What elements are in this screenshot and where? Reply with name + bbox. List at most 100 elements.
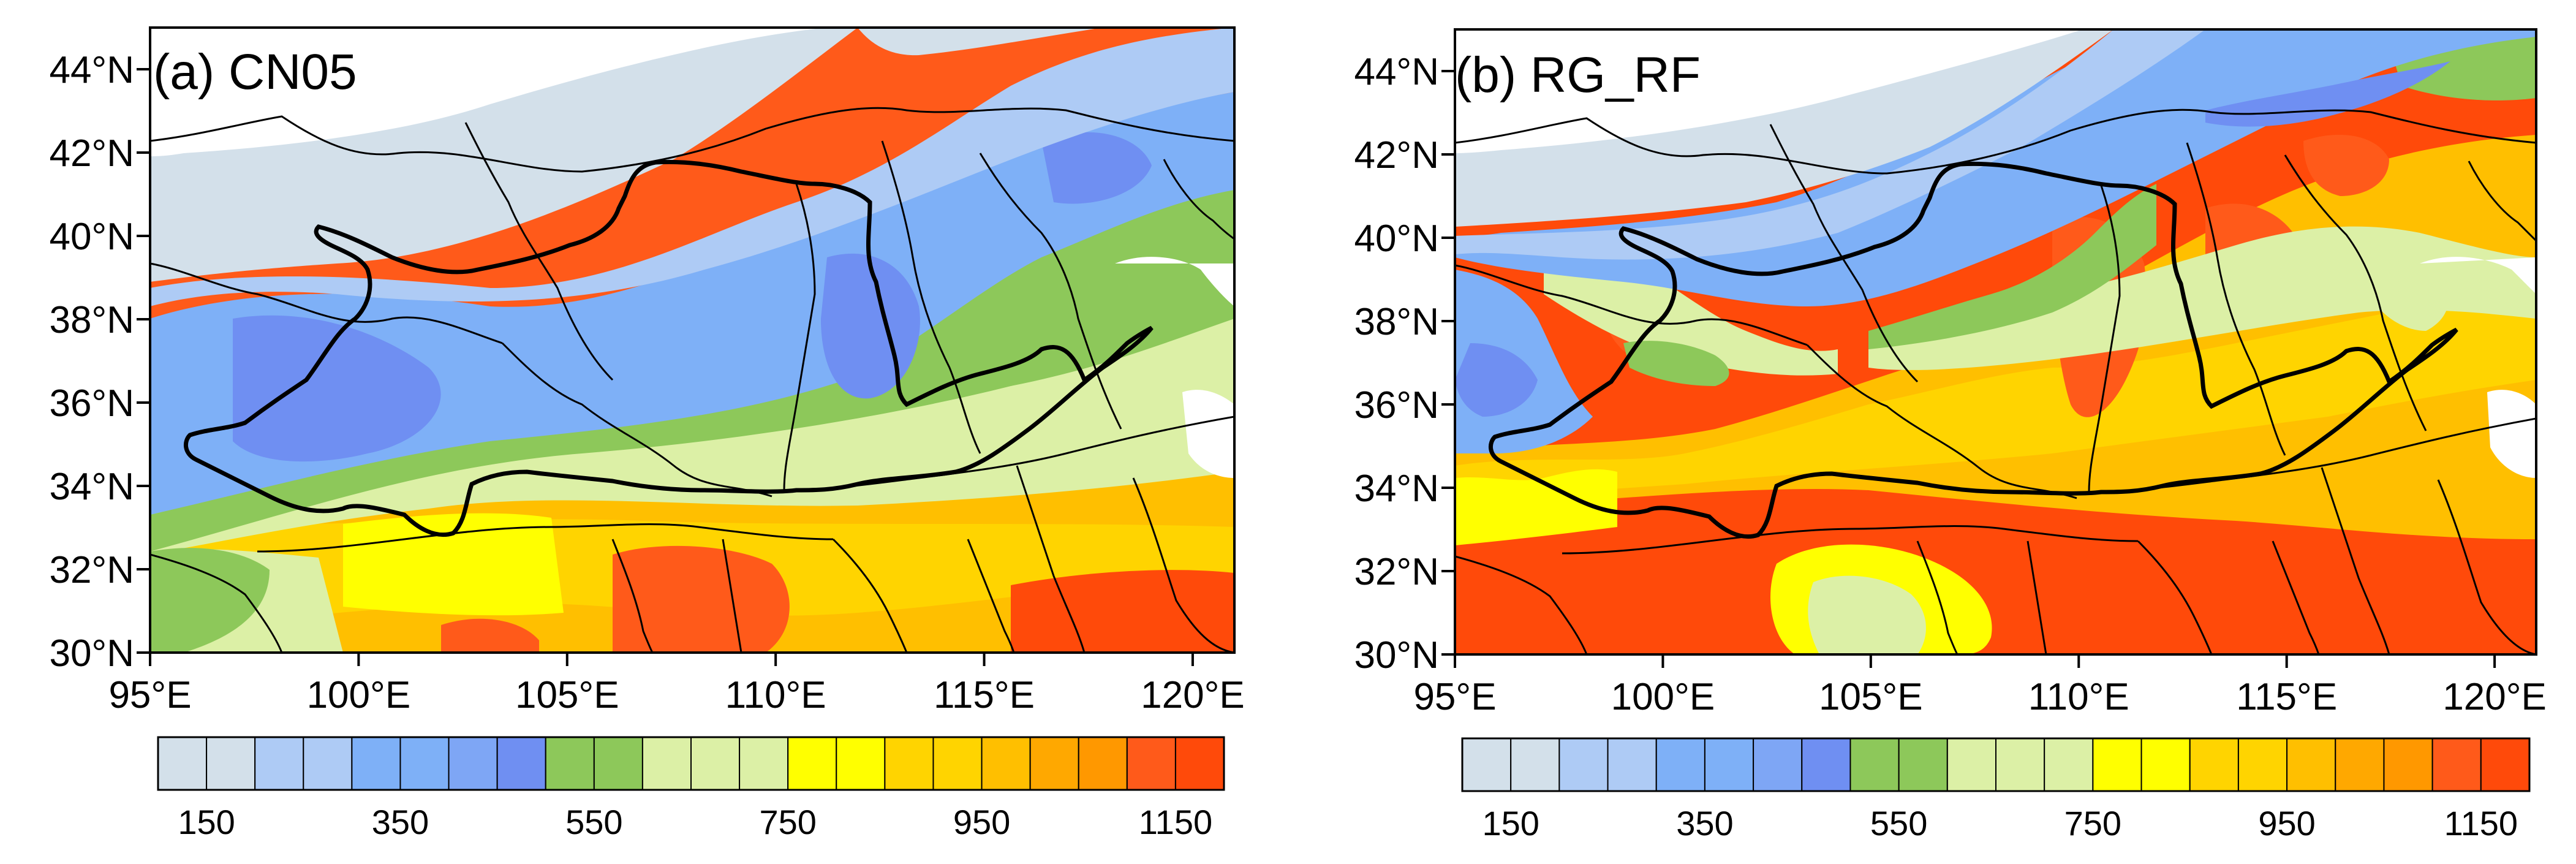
colorbar-swatch xyxy=(1995,738,2045,792)
lon-tick-label: 95°E xyxy=(1413,676,1496,718)
lat-tick-label: 32°N xyxy=(1354,551,1439,593)
lat-tick-label: 30°N xyxy=(49,632,134,675)
colorbar-frame xyxy=(157,736,1225,791)
colorbar-swatch xyxy=(1078,737,1128,790)
lon-tick-label: 115°E xyxy=(2236,676,2337,718)
lat-tick-label: 44°N xyxy=(49,49,134,91)
lon-tick-label: 105°E xyxy=(515,674,619,716)
colorbar-swatch xyxy=(2189,738,2239,792)
colorbar-label: 750 xyxy=(759,803,816,841)
colorbar-swatch xyxy=(303,737,353,790)
lat-tick-label: 40°N xyxy=(1354,218,1439,260)
colorbar-swatch xyxy=(1510,738,1560,792)
colorbar-label: 550 xyxy=(565,803,622,841)
panel-a-cn05: (a) CN05 95°E 100°E 105°E 110°E 115°E 120°E 30… xyxy=(49,26,1245,841)
colorbar-swatch xyxy=(2431,738,2482,792)
colorbar-label: 1150 xyxy=(1139,803,1212,841)
lon-tick-label: 120°E xyxy=(1141,674,1245,716)
panel-b-rg-rf: (b) RG_RF 95°E 100°E 105°E 110°E 115°E 120°E 3… xyxy=(1354,28,2547,843)
lat-tick-label: 36°N xyxy=(1354,384,1439,426)
colorbar-swatch xyxy=(399,737,450,790)
lat-tick-label: 42°N xyxy=(49,132,134,175)
colorbar-swatch xyxy=(2092,738,2142,792)
colorbar-swatch xyxy=(981,737,1031,790)
colorbar-swatch xyxy=(1898,738,1948,792)
colorbar-swatch xyxy=(351,737,401,790)
lat-tick-label: 38°N xyxy=(49,299,134,341)
panel-b-frame xyxy=(1454,28,2537,656)
colorbar-swatch xyxy=(1462,738,1512,792)
lon-tick-label: 100°E xyxy=(307,674,411,716)
colorbar-swatch xyxy=(932,737,983,790)
lat-tick-label: 34°N xyxy=(1354,468,1439,510)
colorbar-swatch xyxy=(1126,737,1176,790)
colorbar-label: 350 xyxy=(372,803,429,841)
lat-tick-label: 38°N xyxy=(1354,301,1439,343)
colorbar-swatch xyxy=(545,737,595,790)
colorbar-label: 350 xyxy=(1676,804,1733,843)
panel-a-axis-ticks: 95°E 100°E 105°E 110°E 115°E 120°E 30°N 32°N 34°… xyxy=(49,49,1244,716)
colorbar-swatch xyxy=(1801,738,1851,792)
lat-tick-label: 42°N xyxy=(1354,134,1439,176)
panel-b-axis-ticks: 95°E 100°E 105°E 110°E 115°E 120°E 30°N 32°N 34°… xyxy=(1354,51,2546,718)
colorbar-swatch xyxy=(1704,738,1754,792)
panel-b-colorbar: 150 350 550 750 950 1150 xyxy=(1461,737,2531,843)
lat-tick-label: 36°N xyxy=(49,382,134,425)
colorbar-swatch xyxy=(1029,737,1079,790)
lat-tick-label: 32°N xyxy=(49,549,134,591)
panel-b-map-field xyxy=(1455,29,2536,654)
colorbar-swatch xyxy=(1174,737,1225,790)
lon-tick-label: 105°E xyxy=(1819,676,1923,718)
colorbar-label: 150 xyxy=(1482,804,1539,843)
colorbar-swatch xyxy=(206,737,256,790)
colorbar-swatch xyxy=(254,737,304,790)
colorbar-swatch xyxy=(2286,738,2336,792)
colorbar-swatch xyxy=(1558,738,1609,792)
colorbar-swatch xyxy=(2237,738,2288,792)
colorbar-swatch xyxy=(157,737,208,790)
panel-a-yellow-river-basin-outline xyxy=(183,159,1154,537)
lon-tick-label: 110°E xyxy=(725,674,826,716)
colorbar-swatch xyxy=(1607,738,1657,792)
lat-tick-label: 34°N xyxy=(49,466,134,508)
colorbar-swatch xyxy=(1849,738,1900,792)
colorbar-swatch xyxy=(496,737,546,790)
colorbar-label: 950 xyxy=(2258,804,2315,843)
colorbar-label: 950 xyxy=(953,803,1010,841)
panel-a-map-field xyxy=(150,28,1234,653)
colorbar-swatch xyxy=(593,737,643,790)
colorbar-swatch xyxy=(2480,738,2530,792)
colorbar-swatch xyxy=(787,737,837,790)
lat-tick-label: 40°N xyxy=(49,216,134,258)
panel-b-yellow-river-basin-outline xyxy=(1488,161,2458,539)
colorbar-label: 750 xyxy=(2064,804,2121,843)
colorbar-swatch xyxy=(2383,738,2433,792)
colorbar-swatch xyxy=(1753,738,1803,792)
lat-tick-label: 44°N xyxy=(1354,51,1439,93)
colorbar-swatch xyxy=(739,737,789,790)
panel-b-label: (b) RG_RF xyxy=(1455,47,1701,103)
colorbar-swatch xyxy=(690,737,741,790)
lon-tick-label: 110°E xyxy=(2028,676,2129,718)
lon-tick-label: 115°E xyxy=(934,674,1035,716)
lon-tick-label: 95°E xyxy=(108,674,191,716)
lon-tick-label: 120°E xyxy=(2442,676,2547,718)
lat-tick-label: 30°N xyxy=(1354,634,1439,676)
colorbar-frame xyxy=(1461,737,2531,792)
colorbar-swatch xyxy=(1946,738,1996,792)
lon-tick-label: 100°E xyxy=(1611,676,1715,718)
colorbar-label: 150 xyxy=(178,803,235,841)
colorbar-swatch xyxy=(448,737,498,790)
panel-a-label: (a) CN05 xyxy=(153,44,357,100)
colorbar-swatch xyxy=(2335,738,2385,792)
colorbar-swatch xyxy=(1655,738,1705,792)
panel-a-frame xyxy=(149,26,1236,654)
panel-a-colorbar: 150 350 550 750 950 1150 xyxy=(157,736,1225,841)
colorbar-swatch xyxy=(884,737,934,790)
colorbar-swatch xyxy=(2140,738,2191,792)
colorbar-label: 1150 xyxy=(2444,804,2518,843)
panel-b-province-boundaries xyxy=(1455,108,2536,654)
colorbar-swatch xyxy=(641,737,692,790)
